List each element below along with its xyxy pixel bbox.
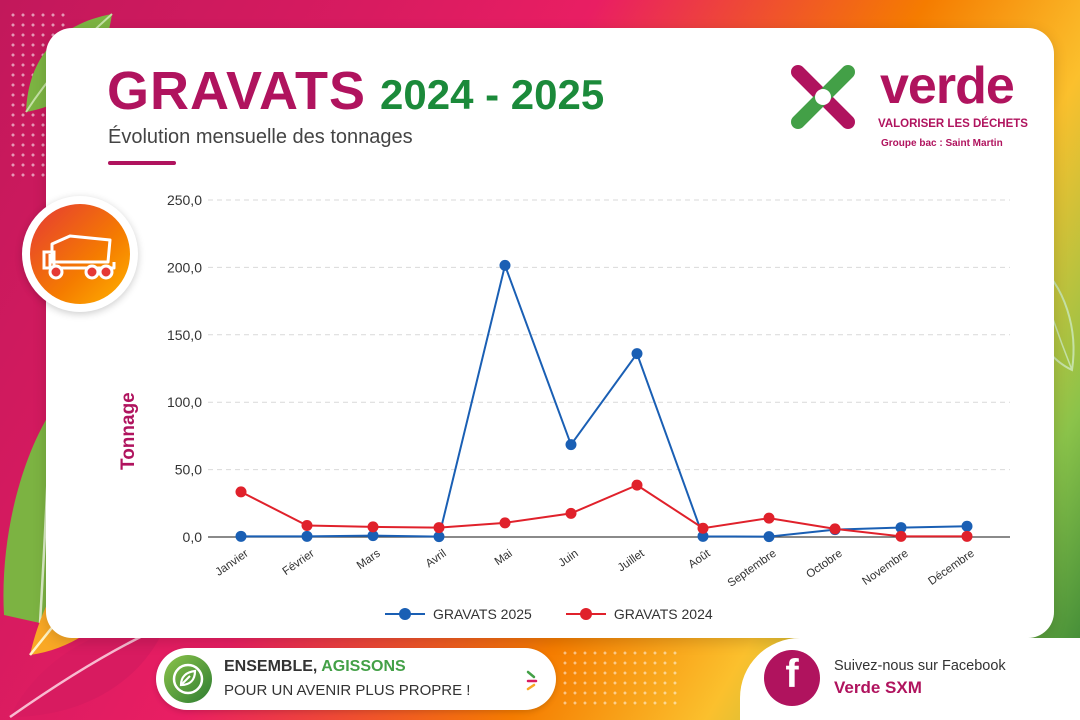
logo-wordmark: verde xyxy=(880,57,1015,115)
logo-group-text: Groupe bac : Saint Martin xyxy=(881,138,1003,149)
x-tick-label: Septembre xyxy=(726,548,779,590)
legend-item-2025: GRAVATS 2025 xyxy=(385,606,532,622)
x-tick-label: Juillet xyxy=(616,547,648,574)
data-point-2024 xyxy=(631,479,643,491)
legend-item-2024: GRAVATS 2024 xyxy=(565,606,713,622)
data-point-2025 xyxy=(763,531,775,543)
recycle-leaves-icon xyxy=(164,655,212,703)
data-point-2025 xyxy=(565,439,577,451)
series-line-2025 xyxy=(241,261,968,538)
data-point-2025 xyxy=(301,530,313,542)
data-point-2024 xyxy=(433,522,445,534)
data-point-2024 xyxy=(763,512,775,524)
data-point-2025 xyxy=(697,530,709,542)
data-point-2024 xyxy=(829,523,841,535)
slogan-pill: ENSEMBLE, AGISSONS POUR UN AVENIR PLUS P… xyxy=(156,648,556,710)
chart-legend: GRAVATS 2025 GRAVATS 2024 xyxy=(385,606,747,622)
facebook-icon[interactable]: f xyxy=(764,650,820,706)
x-tick-label: Mars xyxy=(355,547,383,572)
data-point-2024 xyxy=(499,517,511,529)
data-point-2025 xyxy=(235,530,247,542)
legend-label: GRAVATS 2024 xyxy=(613,606,713,622)
slogan-line-2: POUR UN AVENIR PLUS PROPRE ! xyxy=(224,682,471,699)
page-subtitle: Évolution mensuelle des tonnages xyxy=(108,126,413,148)
logo-tagline: VALORISER LES DÉCHETS xyxy=(878,118,1028,130)
y-tick-label: 0,0 xyxy=(183,529,203,545)
x-tick-label: Août xyxy=(686,547,713,571)
y-tick-label: 200,0 xyxy=(167,259,202,275)
data-point-2025 xyxy=(433,531,445,543)
title-years: 2024 - 2025 xyxy=(380,71,605,118)
logo-mark-icon xyxy=(791,65,855,129)
decorative-dots xyxy=(560,648,680,708)
data-point-2024 xyxy=(961,530,973,542)
x-tick-label: Décembre xyxy=(926,548,976,588)
facebook-panel[interactable]: f Suivez-nous sur Facebook Verde SXM xyxy=(740,638,1080,720)
slogan-line-1: ENSEMBLE, AGISSONS xyxy=(224,658,406,675)
data-point-2024 xyxy=(895,530,907,542)
line-chart: 0,0 50,0 100,0 150,0 200,0 250,0 Janvier Févrie… xyxy=(167,192,1010,590)
x-tick-label: Octobre xyxy=(804,548,844,581)
truck-badge xyxy=(22,196,138,312)
x-tick-label: Juin xyxy=(557,548,581,570)
data-point-2024 xyxy=(235,486,247,498)
data-point-2024 xyxy=(301,520,313,532)
title-underline xyxy=(108,161,176,165)
sparkle-decoration xyxy=(526,670,538,691)
page-title: GRAVATS 2024 - 2025 xyxy=(107,60,604,122)
data-point-2025 xyxy=(499,259,511,271)
data-point-2024 xyxy=(697,522,709,534)
x-tick-label: Novembre xyxy=(860,548,910,588)
x-tick-label: Février xyxy=(281,548,317,578)
main-card xyxy=(46,28,1054,638)
title-main: GRAVATS xyxy=(107,61,366,121)
facebook-cta: Suivez-nous sur Facebook xyxy=(834,658,1006,674)
data-point-2025 xyxy=(631,348,643,360)
y-tick-label: 100,0 xyxy=(167,394,202,410)
legend-label: GRAVATS 2025 xyxy=(433,606,532,622)
y-tick-label: 150,0 xyxy=(167,327,202,343)
y-tick-label: 250,0 xyxy=(167,192,202,208)
facebook-page-name[interactable]: Verde SXM xyxy=(834,678,922,697)
data-point-2025 xyxy=(895,522,907,534)
dump-truck-icon xyxy=(42,234,116,280)
verde-logo: verde VALORISER LES DÉCHETS Groupe bac :… xyxy=(786,57,1036,160)
series-line-2024 xyxy=(240,483,967,538)
y-tick-label: 50,0 xyxy=(175,462,202,478)
y-axis-label: Tonnage xyxy=(118,392,139,470)
x-tick-label: Janvier xyxy=(213,548,250,579)
data-point-2025 xyxy=(367,530,379,542)
data-point-2024 xyxy=(565,507,577,519)
data-point-2024 xyxy=(367,521,379,533)
x-tick-label: Mai xyxy=(493,548,515,568)
data-point-2025 xyxy=(961,520,973,532)
x-tick-label: Avril xyxy=(424,548,449,571)
